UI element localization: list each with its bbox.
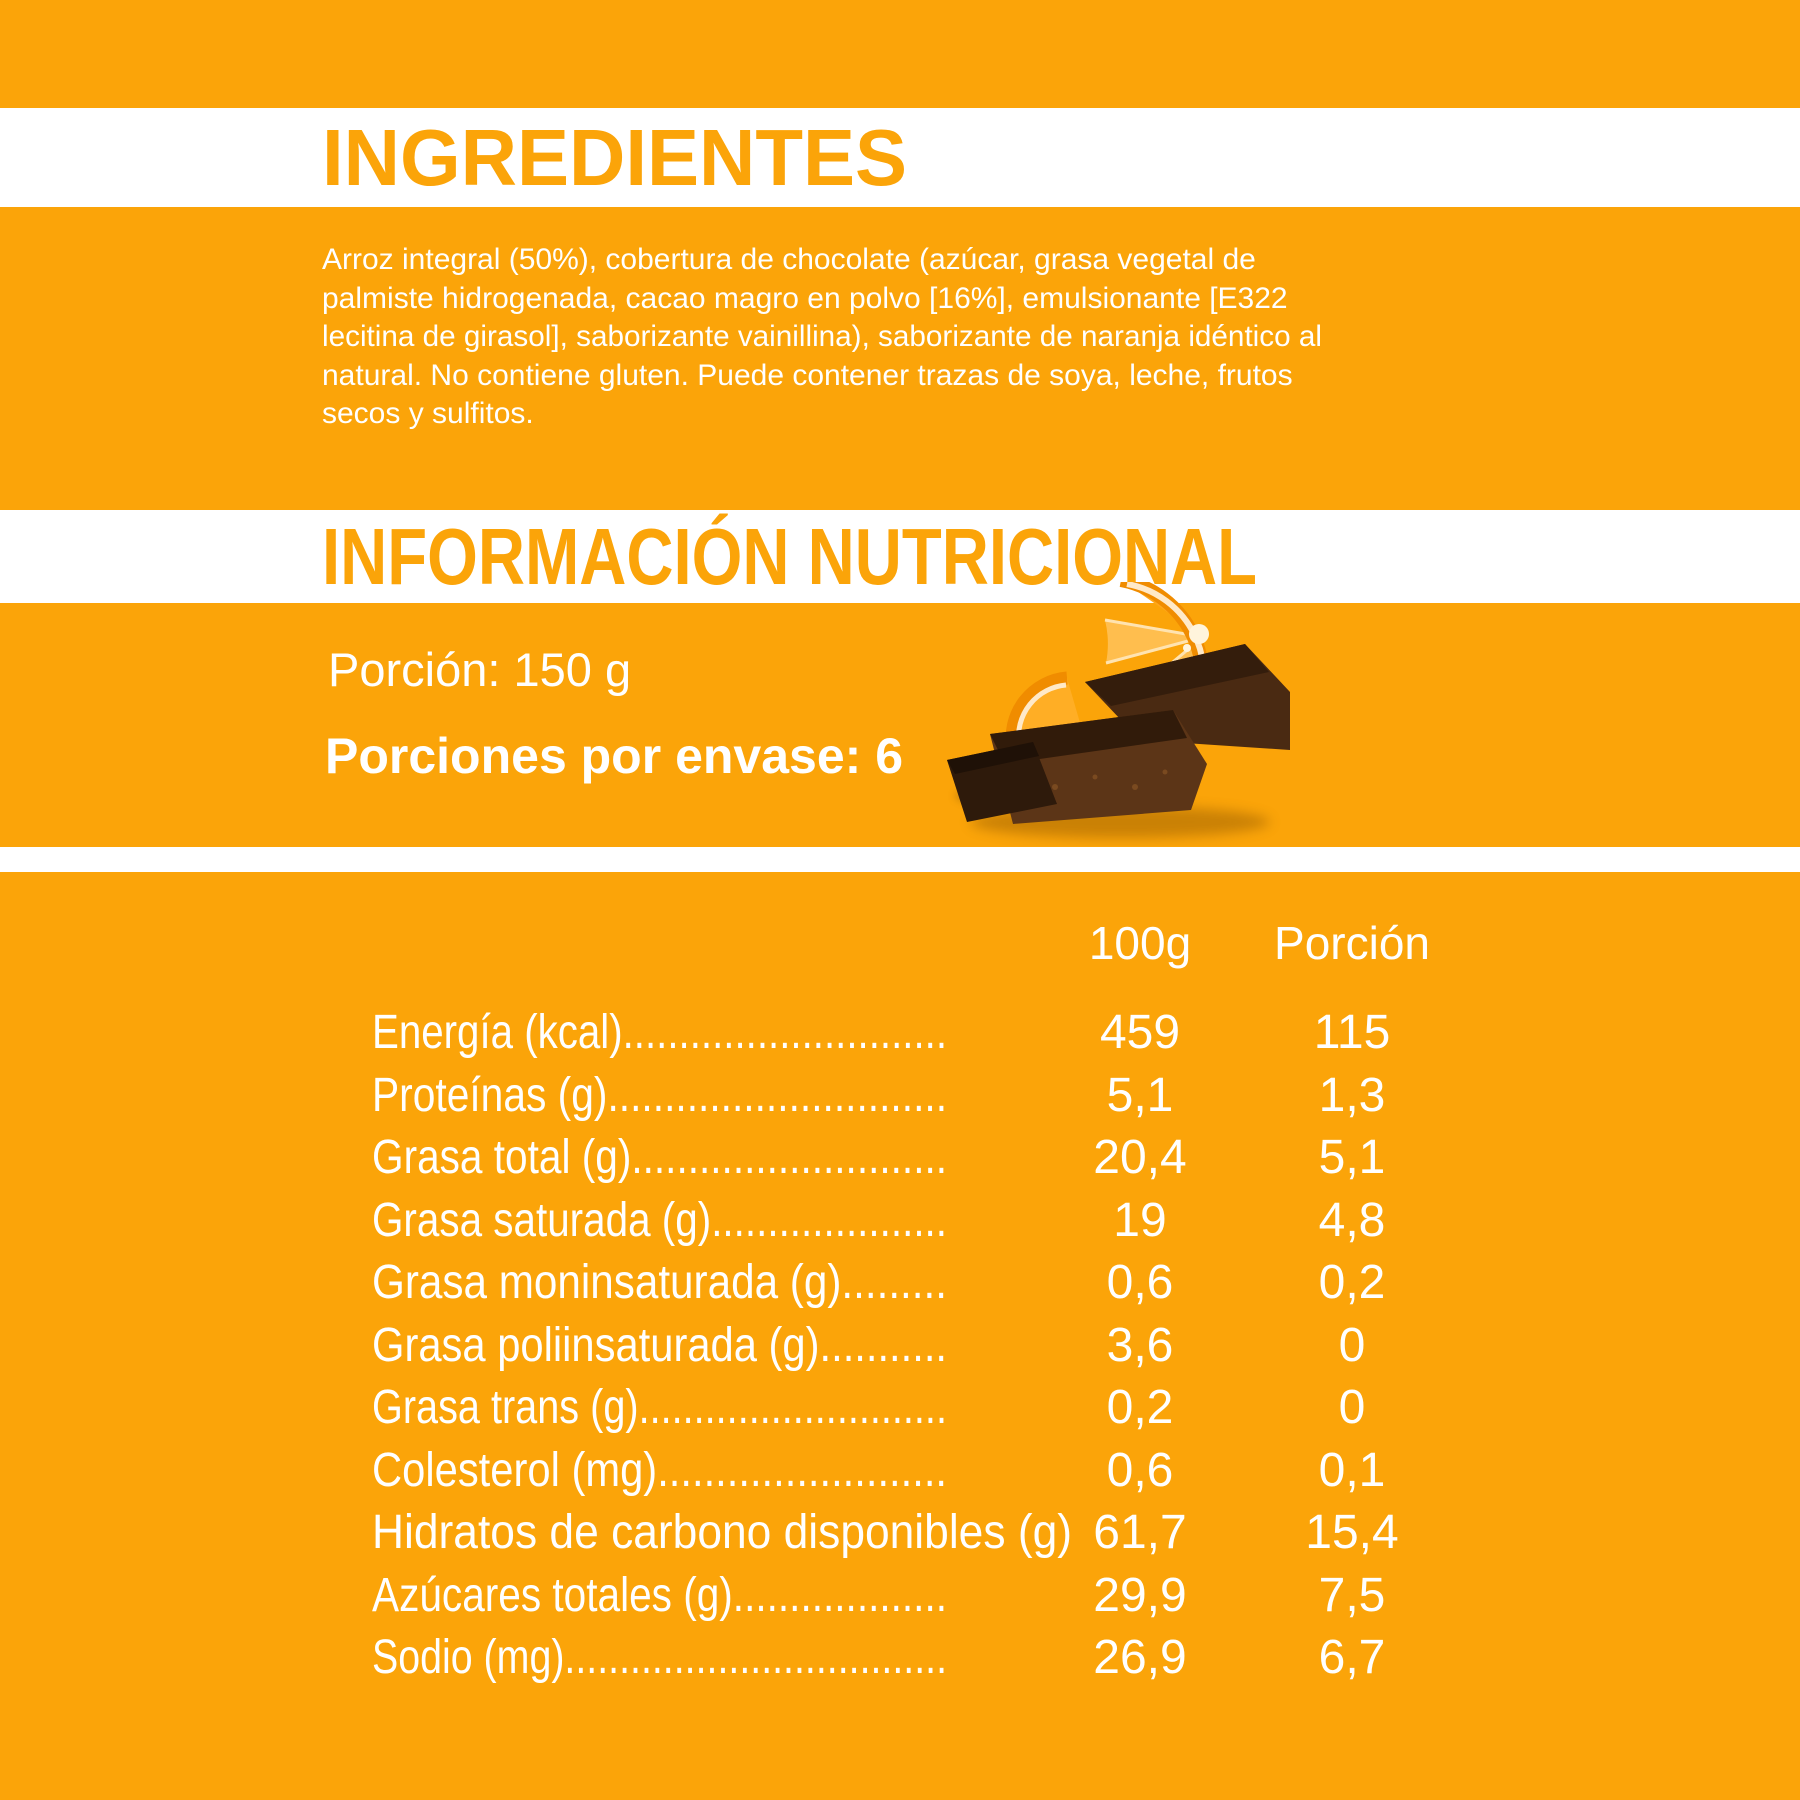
column-header-portion: Porción — [1274, 917, 1430, 969]
value-100g: 0,6 — [1106, 1443, 1174, 1497]
nutrient-label: Proteínas (g)...........................… — [372, 1068, 948, 1122]
ingredients-header-band — [0, 108, 1800, 207]
table-row: Grasa trans (g).........................… — [0, 1377, 1800, 1440]
value-100g: 29,9 — [1093, 1568, 1187, 1622]
value-100g: 0,2 — [1106, 1381, 1174, 1434]
value-portion: 15,4 — [1305, 1506, 1399, 1559]
serving-size-text: Porción: 150 g — [328, 642, 631, 698]
value-portion: 0,2 — [1318, 1256, 1386, 1309]
ingredients-text-line: natural. No contiene gluten. Puede conte… — [322, 358, 1293, 392]
table-row: Grasa moninsaturada (g)......... 0,6 0,2 — [0, 1252, 1800, 1315]
value-portion: 0,1 — [1318, 1443, 1386, 1497]
nutrient-label: Grasa moninsaturada (g)......... — [372, 1256, 947, 1309]
table-row: Proteínas (g)...........................… — [0, 1065, 1800, 1128]
table-row: Azúcares totales (g)................... … — [0, 1565, 1800, 1628]
table-row: Energía (kcal)..........................… — [0, 1002, 1800, 1065]
value-portion: 7,5 — [1318, 1568, 1386, 1622]
nutrient-label: Grasa saturada (g)..................... — [372, 1193, 948, 1247]
table-row: Grasa total (g).........................… — [0, 1127, 1800, 1190]
ingredients-text-line: Arroz integral (50%), cobertura de choco… — [322, 243, 1256, 276]
table-row: Grasa saturada (g)..................... … — [0, 1190, 1800, 1253]
servings-per-pack-text: Porciones por envase: 6 — [325, 726, 903, 786]
nutrient-label: Colesterol (mg)......................... — [372, 1443, 948, 1497]
nutrition-title: INFORMACIÓN NUTRICIONAL — [322, 510, 1469, 603]
nutrient-label: Azúcares totales (g)................... — [372, 1568, 948, 1622]
nutrient-label: Energía (kcal)..........................… — [372, 1006, 948, 1059]
ingredients-text-line: secos y sulfitos. — [322, 397, 534, 430]
value-portion: 5,1 — [1318, 1131, 1386, 1184]
value-portion: 6,7 — [1318, 1631, 1386, 1684]
chocolate-chunks — [947, 644, 1290, 824]
table-row: Hidratos de carbono disponibles (g) 61,7… — [0, 1502, 1800, 1565]
ingredients-text-line: palmiste hidrogenada, cacao magro en pol… — [322, 281, 1288, 315]
divider-band — [0, 847, 1800, 872]
nutrient-label: Sodio (mg)..............................… — [372, 1631, 948, 1684]
nutrition-title-text: INFORMACIÓN NUTRICIONAL — [322, 512, 1258, 601]
value-portion: 4,8 — [1318, 1193, 1386, 1247]
chocolate-orange-photo — [947, 582, 1290, 838]
value-portion: 0 — [1338, 1318, 1366, 1372]
column-header-100g: 100g — [1088, 917, 1192, 969]
ingredients-text-line: lecitina de girasol], saborizante vainil… — [322, 320, 1322, 353]
ingredients-title-text: INGREDIENTES — [322, 113, 908, 202]
serving-size-value: Porción: 150 g — [328, 643, 632, 696]
value-100g: 61,7 — [1093, 1506, 1187, 1559]
nutrient-label: Grasa poliinsaturada (g)........... — [372, 1318, 948, 1372]
nutrition-table-header: 100g Porción — [0, 912, 1800, 974]
value-100g: 5,1 — [1106, 1068, 1174, 1122]
servings-per-pack-value: Porciones por envase: 6 — [325, 728, 904, 784]
nutrient-label: Grasa trans (g).........................… — [372, 1381, 947, 1434]
value-100g: 20,4 — [1093, 1131, 1187, 1184]
table-row: Sodio (mg)..............................… — [0, 1627, 1800, 1690]
ingredients-text: Arroz integral (50%), cobertura de choco… — [322, 241, 1332, 434]
table-row: Grasa poliinsaturada (g)........... 3,6 … — [0, 1315, 1800, 1378]
value-100g: 3,6 — [1106, 1318, 1174, 1372]
nutrient-label: Grasa total (g).........................… — [372, 1131, 948, 1184]
value-portion: 1,3 — [1318, 1068, 1386, 1122]
nutrition-header-band — [0, 510, 1800, 603]
value-100g: 459 — [1099, 1006, 1181, 1059]
value-100g: 19 — [1113, 1193, 1167, 1247]
nutrition-table: Energía (kcal)..........................… — [0, 1002, 1800, 1690]
value-100g: 0,6 — [1106, 1256, 1174, 1309]
table-row: Colesterol (mg).........................… — [0, 1440, 1800, 1503]
nutrient-label: Hidratos de carbono disponibles (g) — [372, 1506, 1073, 1559]
value-portion: 0 — [1338, 1381, 1366, 1434]
ingredients-title: INGREDIENTES — [322, 108, 922, 207]
value-100g: 26,9 — [1093, 1631, 1187, 1684]
value-portion: 115 — [1313, 1006, 1391, 1059]
